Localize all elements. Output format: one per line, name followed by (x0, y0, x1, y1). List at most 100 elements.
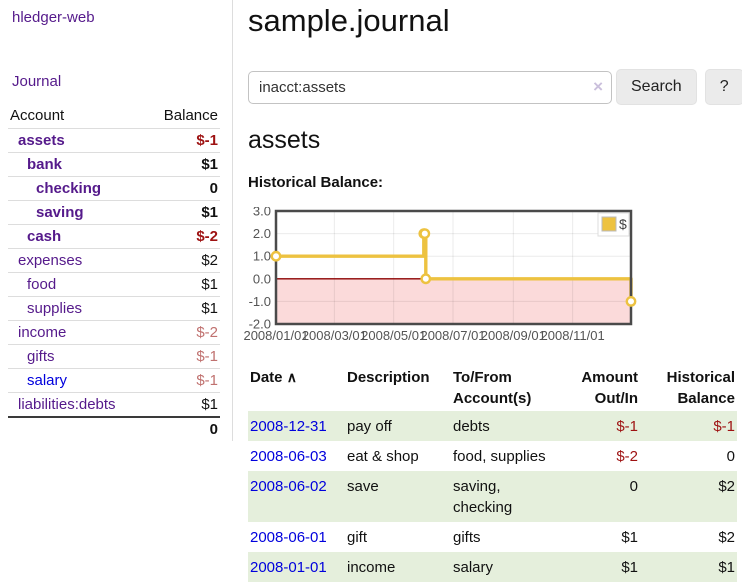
search-input[interactable] (248, 70, 612, 104)
account-balance: $1 (201, 300, 218, 317)
search-button[interactable]: Search (616, 69, 697, 105)
svg-text:2008/01/01: 2008/01/01 (244, 328, 309, 343)
account-balance: $-1 (196, 132, 218, 149)
register-header-amount: Amount Out/In (581, 369, 638, 407)
account-link-expenses[interactable]: expenses (18, 252, 83, 269)
main-content: sample.journal × Search ? assets Histori… (244, 0, 742, 582)
register-header-balance: Historical Balance (666, 369, 735, 407)
account-balance: $-1 (196, 372, 218, 389)
account-row-gifts: gifts $-1 (8, 344, 220, 369)
transaction-accounts: salary (453, 559, 494, 576)
account-link-saving[interactable]: saving (36, 204, 84, 221)
account-row-cash: cash $-2 (8, 224, 220, 249)
transaction-amount: $1 (621, 559, 638, 576)
transaction-amount: $-2 (616, 448, 638, 465)
transaction-accounts: gifts (453, 529, 481, 546)
account-row-bank: bank $1 (8, 152, 220, 177)
account-link-gifts[interactable]: gifts (27, 348, 55, 365)
accounts-balance-table: Account Balance assets $-1 bank $1 check… (8, 104, 220, 441)
transaction-date-link[interactable]: 2008-06-03 (250, 448, 327, 465)
transaction-accounts: debts (453, 418, 490, 435)
account-balance: $1 (201, 204, 218, 221)
account-row-saving: saving $1 (8, 200, 220, 225)
transaction-row[interactable]: 2008-12-31 pay off debts $-1 $-1 (248, 411, 737, 441)
svg-text:2008/09/01: 2008/09/01 (481, 328, 546, 343)
transaction-description: income (347, 559, 396, 576)
register-header-date[interactable]: Date ∧ (250, 369, 297, 386)
transaction-balance: 0 (726, 448, 735, 465)
accounts-total-row: 0 (8, 417, 220, 441)
transaction-amount: $-1 (616, 418, 638, 435)
transaction-date-link[interactable]: 2008-06-02 (250, 478, 327, 495)
balance-column-header: Balance (163, 107, 218, 124)
account-link-cash[interactable]: cash (27, 228, 62, 245)
svg-text:0.0: 0.0 (253, 271, 271, 286)
account-balance: $1 (201, 396, 218, 413)
search-row: × Search ? (248, 69, 742, 105)
register-header-row: Date ∧ Description To/From Account(s) Am… (248, 365, 737, 411)
account-row-food: food $1 (8, 272, 220, 297)
accounts-table-header-row: Account Balance (8, 104, 220, 129)
account-row-assets: assets $-1 (8, 128, 220, 153)
account-row-salary: salary $-1 (8, 368, 220, 393)
transaction-balance: $1 (718, 559, 735, 576)
account-link-supplies[interactable]: supplies (27, 300, 83, 317)
historical-balance-chart[interactable]: $3.0 2.0 1.0 0.0 -1.0 -2.02008/01/012008/03/0… (244, 207, 640, 347)
svg-text:2008/05/01: 2008/05/01 (361, 328, 426, 343)
search-field-wrap: × (248, 70, 612, 104)
register-header-description: Description (347, 369, 430, 386)
svg-text:-2.0: -2.0 (249, 317, 271, 332)
transaction-row[interactable]: 2008-06-01 gift gifts $1 $2 (248, 522, 737, 552)
transaction-date-link[interactable]: 2008-12-31 (250, 418, 327, 435)
register-table: Date ∧ Description To/From Account(s) Am… (248, 365, 737, 582)
sort-ascending-icon: ∧ (286, 369, 297, 385)
sidebar-item-journal[interactable]: Journal (12, 73, 62, 90)
account-link-bank[interactable]: bank (27, 156, 63, 173)
account-link-food[interactable]: food (27, 276, 57, 293)
svg-text:-1.0: -1.0 (249, 294, 271, 309)
account-row-checking: checking 0 (8, 176, 220, 201)
account-link-salary[interactable]: salary (27, 372, 68, 389)
account-link-income[interactable]: income (18, 324, 67, 341)
transaction-accounts: food, supplies (453, 448, 546, 465)
svg-text:$: $ (619, 216, 627, 232)
transaction-description: eat & shop (347, 448, 419, 465)
account-link-assets[interactable]: assets (18, 132, 65, 149)
accounts-total-balance: 0 (209, 421, 218, 438)
account-row-income: income $-2 (8, 320, 220, 345)
svg-text:2008/07/01: 2008/07/01 (420, 328, 485, 343)
chart-title: Historical Balance: (248, 174, 384, 191)
transaction-description: gift (347, 529, 368, 546)
account-link-checking[interactable]: checking (36, 180, 102, 197)
account-heading: assets (248, 126, 321, 154)
svg-text:2.0: 2.0 (253, 226, 271, 241)
help-button[interactable]: ? (704, 69, 742, 105)
svg-text:3.0: 3.0 (253, 207, 271, 219)
sidebar: hledger-web Journal Account Balance asse… (0, 0, 233, 441)
transaction-description: pay off (347, 418, 392, 435)
transaction-balance: $2 (718, 529, 735, 546)
transaction-date-link[interactable]: 2008-06-01 (250, 529, 327, 546)
svg-text:2008/03/01: 2008/03/01 (302, 328, 367, 343)
account-balance: $-2 (196, 324, 218, 341)
svg-text:1.0: 1.0 (253, 249, 271, 264)
transaction-amount: 0 (629, 478, 638, 495)
transaction-row[interactable]: 2008-01-01 income salary $1 $1 (248, 552, 737, 582)
transaction-date-link[interactable]: 2008-01-01 (250, 559, 327, 576)
brand-link[interactable]: hledger-web (12, 9, 95, 26)
account-balance: $1 (201, 156, 218, 173)
account-balance: $1 (201, 276, 218, 293)
page-title: sample.journal (248, 3, 450, 38)
account-link-liabilities-debts[interactable]: liabilities:debts (18, 396, 116, 413)
transaction-balance: $-1 (713, 418, 735, 435)
account-balance: $-2 (196, 228, 218, 245)
transaction-row[interactable]: 2008-06-02 save saving, checking 0 $2 (248, 471, 737, 522)
register-header-accounts: To/From Account(s) (453, 369, 532, 407)
account-row-liabilities-debts: liabilities:debts $1 (8, 392, 220, 418)
transaction-accounts: saving, checking (453, 478, 513, 516)
transaction-row[interactable]: 2008-06-03 eat & shop food, supplies $-2… (248, 441, 737, 471)
account-balance: 0 (209, 180, 218, 197)
account-balance: $2 (201, 252, 218, 269)
clear-search-icon[interactable]: × (593, 76, 603, 96)
account-row-expenses: expenses $2 (8, 248, 220, 273)
